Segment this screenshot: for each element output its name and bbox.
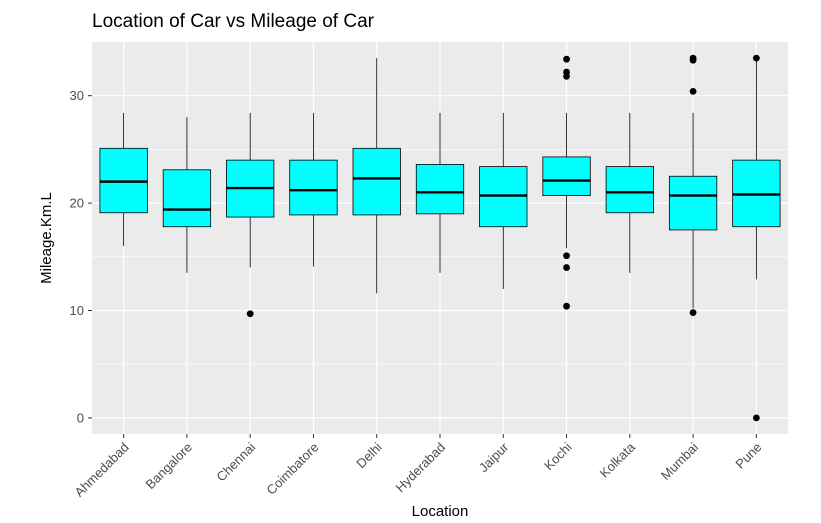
x-tick-label: Mumbai bbox=[658, 439, 701, 482]
x-tick-label: Chennai bbox=[213, 439, 258, 484]
outlier-point bbox=[689, 88, 697, 95]
outlier-point bbox=[563, 264, 570, 271]
box-hyderabad bbox=[415, 112, 465, 273]
y-tick-label: 20 bbox=[70, 196, 84, 211]
box-chennai bbox=[226, 112, 275, 318]
outlier-point bbox=[689, 309, 697, 317]
y-tick-label: 10 bbox=[70, 303, 84, 318]
outlier-point bbox=[246, 310, 254, 318]
x-tick-label: Bangalore bbox=[143, 440, 196, 493]
box-bangalore bbox=[162, 117, 212, 273]
iqr-box bbox=[162, 169, 212, 228]
x-axis: Ahmedabad Bangalore Chennai Coimbatore Delhi… bbox=[72, 434, 764, 500]
y-tick-label: 0 bbox=[77, 410, 84, 425]
outlier-point bbox=[563, 252, 570, 260]
iqr-box bbox=[668, 175, 718, 231]
x-tick-label: Coimbatore bbox=[263, 440, 321, 498]
box-delhi bbox=[352, 58, 401, 294]
x-tick-label: Kochi bbox=[541, 439, 575, 473]
y-axis-title: Mileage.Km.L bbox=[38, 192, 55, 284]
box-kochi bbox=[542, 55, 591, 310]
iqr-box bbox=[289, 159, 338, 216]
outlier-point bbox=[563, 72, 570, 80]
x-tick-label: Delhi bbox=[353, 439, 385, 471]
x-tick-label: Jaipur bbox=[476, 439, 512, 475]
x-tick-label: Ahmedabad bbox=[72, 440, 132, 500]
x-tick-label: Pune bbox=[732, 440, 764, 472]
box-coimbatore bbox=[289, 112, 338, 267]
x-axis-title: Location bbox=[412, 503, 469, 520]
box-mumbai bbox=[668, 54, 718, 317]
box-kolkata bbox=[605, 112, 654, 273]
y-tick-label: 30 bbox=[70, 88, 84, 103]
outlier-point bbox=[752, 54, 760, 62]
chart-title: Location of Car vs Mileage of Car bbox=[92, 11, 375, 32]
outlier-point bbox=[689, 56, 697, 64]
iqr-box bbox=[415, 164, 465, 215]
y-axis: 0 10 20 30 bbox=[70, 88, 92, 425]
iqr-box bbox=[542, 156, 591, 196]
outlier-point bbox=[563, 55, 570, 63]
boxes-layer bbox=[99, 54, 781, 422]
x-tick-label: Kolkata bbox=[597, 439, 639, 481]
outlier-point bbox=[752, 414, 760, 422]
x-tick-label: Hyderabad bbox=[393, 440, 449, 496]
iqr-box bbox=[605, 166, 654, 214]
iqr-box bbox=[352, 147, 401, 216]
outlier-point bbox=[563, 302, 570, 310]
box-jaipur bbox=[479, 112, 528, 290]
box-ahmedabad bbox=[99, 112, 148, 247]
box-pune bbox=[732, 54, 781, 422]
